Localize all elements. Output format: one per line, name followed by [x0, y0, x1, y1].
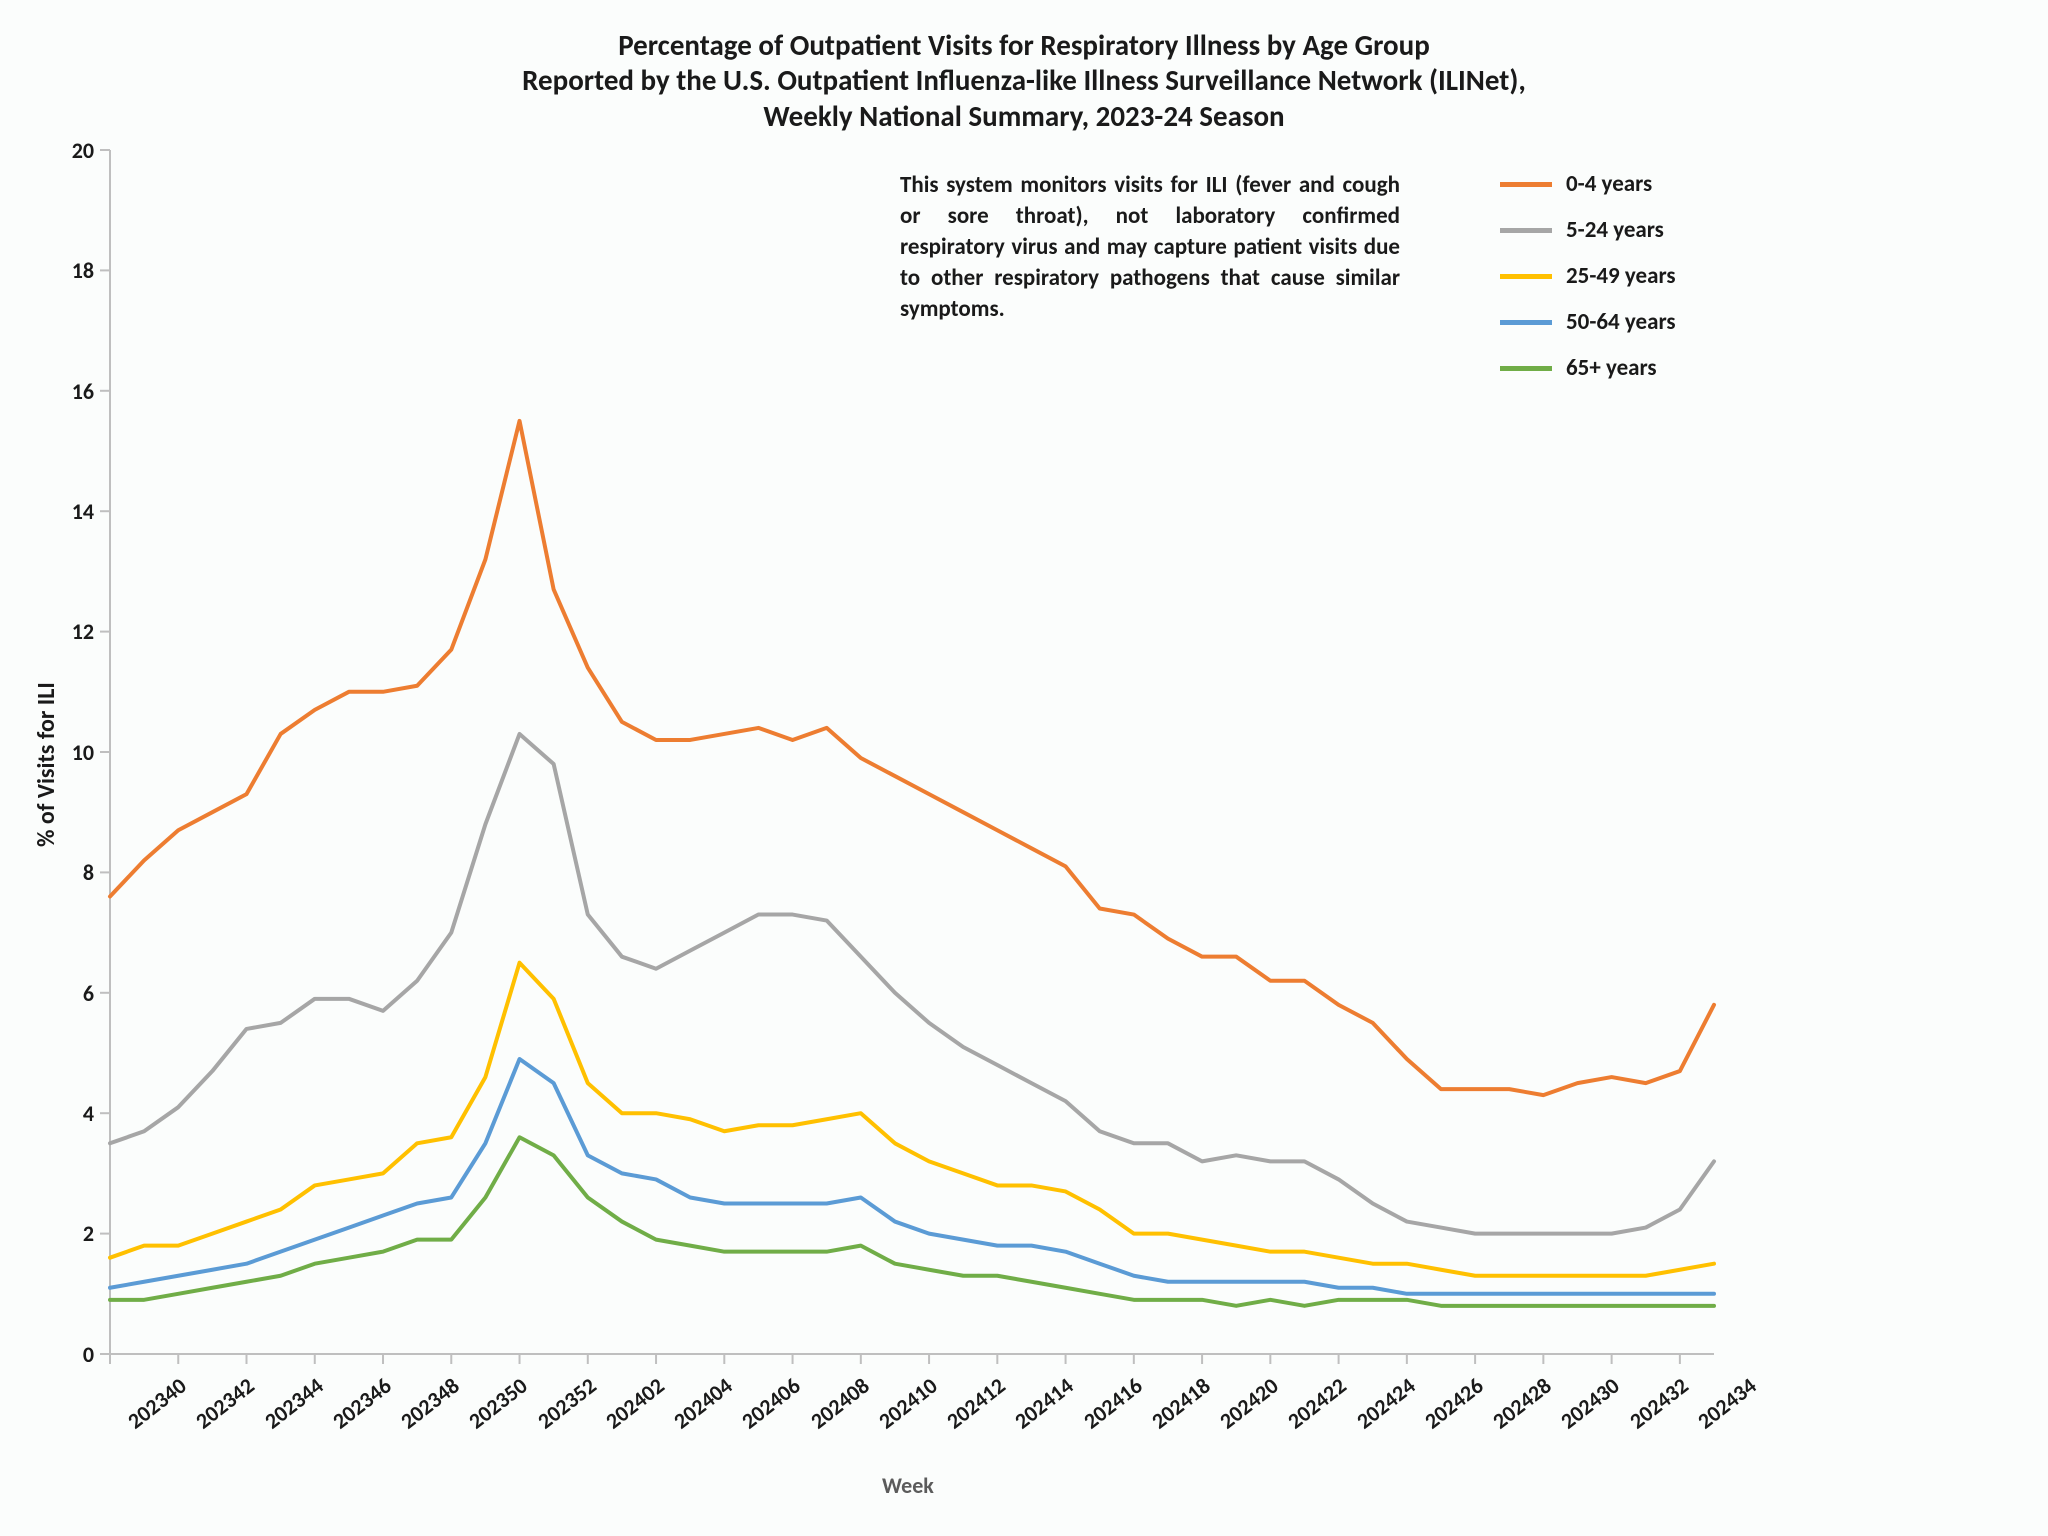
- y-tick-label: 8: [83, 859, 94, 886]
- y-tick-label: 20: [72, 137, 94, 164]
- y-tick-label: 0: [83, 1341, 94, 1368]
- y-tick-label: 16: [72, 378, 94, 405]
- chart-plot-area: [0, 0, 2048, 1536]
- y-tick-label: 18: [72, 257, 94, 284]
- y-tick-label: 2: [83, 1220, 94, 1247]
- series-line: [110, 1137, 1714, 1306]
- y-tick-label: 6: [83, 980, 94, 1007]
- y-tick-label: 12: [72, 618, 94, 645]
- series-line: [110, 734, 1714, 1234]
- y-tick-label: 4: [83, 1100, 94, 1127]
- y-tick-label: 14: [72, 498, 94, 525]
- y-tick-label: 10: [72, 739, 94, 766]
- chart-container: Percentage of Outpatient Visits for Resp…: [0, 0, 2048, 1536]
- series-line: [110, 421, 1714, 1095]
